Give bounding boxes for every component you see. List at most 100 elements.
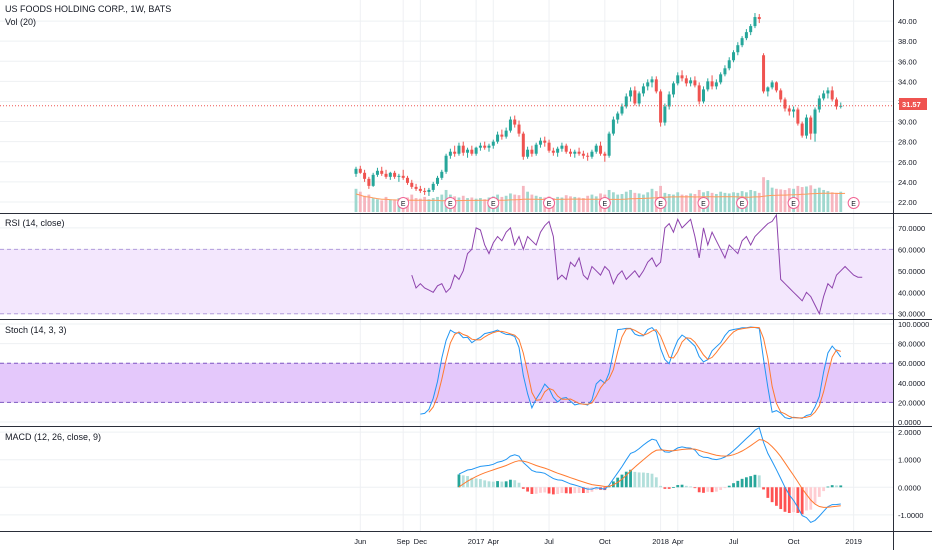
candle-body	[650, 79, 654, 83]
rsi-line	[411, 213, 863, 316]
macd-histogram-bar	[805, 487, 808, 511]
macd-histogram-bar	[702, 487, 705, 493]
candle-body	[586, 155, 590, 157]
volume-bar	[822, 189, 826, 212]
macd-histogram-bar	[569, 487, 572, 494]
candle-body	[659, 91, 663, 123]
volume-bar	[414, 198, 418, 212]
candle-body	[641, 86, 645, 94]
macd-histogram-bar	[642, 472, 645, 488]
y-tick-label: 40.00	[898, 17, 917, 26]
candle-body	[826, 90, 830, 94]
macd-histogram-bar	[667, 487, 671, 489]
volume-bar	[762, 177, 765, 212]
volume-bar	[466, 198, 469, 212]
macd-histogram-bar	[676, 485, 680, 488]
volume-bar	[509, 193, 512, 212]
macd-histogram-bar	[753, 474, 757, 488]
macd-histogram-bar	[749, 476, 753, 488]
volume-bar	[616, 194, 620, 212]
macd-histogram-bar	[762, 487, 765, 490]
candle-body	[547, 142, 551, 151]
earnings-marker	[697, 197, 710, 209]
macd-histogram-bar	[556, 487, 560, 495]
earnings-marker-label: E	[658, 201, 663, 208]
candle-body	[534, 144, 538, 154]
volume-bar	[418, 198, 422, 212]
candle-body	[427, 189, 431, 192]
candle-body	[710, 81, 714, 87]
candle-body	[375, 170, 379, 175]
volume-bar	[839, 191, 843, 212]
candle-body	[740, 38, 744, 46]
volume-bar	[393, 199, 397, 212]
candle-body	[461, 145, 465, 153]
candle-body	[393, 172, 397, 177]
volume-bar	[526, 191, 529, 212]
y-tick-label: 40.0000	[898, 288, 925, 297]
y-tick-label: 60.0000	[898, 245, 925, 254]
candle-body	[526, 149, 530, 157]
candle-body	[590, 151, 594, 157]
earnings-marker-label: E	[448, 201, 453, 208]
y-tick-label: -1.0000	[898, 511, 923, 520]
macd-histogram-bar	[547, 487, 551, 494]
volume-bar	[560, 197, 564, 212]
volume-bar	[684, 195, 688, 212]
last-price-badge: 31.57	[899, 98, 927, 110]
y-tick-label: 30.00	[898, 118, 917, 127]
macd-histogram-bar	[483, 480, 487, 488]
candle-body	[581, 153, 585, 156]
y-tick-label: 0.0000	[898, 483, 921, 492]
candle-body	[796, 109, 800, 124]
macd-histogram-bar	[491, 481, 495, 488]
candle-body	[491, 141, 495, 146]
volume-bar	[513, 194, 517, 212]
earnings-marker-label: E	[701, 201, 706, 208]
candle-body	[766, 87, 770, 92]
volume-bar	[620, 194, 624, 212]
volume-bar	[457, 197, 461, 212]
candle-body	[727, 60, 731, 69]
candle-body	[414, 186, 418, 189]
y-tick-label: 70.0000	[898, 224, 925, 233]
volume-bar	[667, 194, 671, 212]
volume-bar	[646, 192, 650, 212]
volume-bar	[835, 192, 838, 212]
candle-body	[654, 79, 658, 92]
candle-body	[633, 90, 637, 104]
candle-body	[418, 188, 422, 191]
y-tick-label: 50.0000	[898, 267, 925, 276]
candle-body	[371, 174, 375, 186]
volume-bar	[504, 195, 508, 212]
y-tick-label: 80.0000	[898, 340, 925, 349]
macd-histogram-bar	[732, 483, 735, 488]
candle-body	[367, 178, 371, 186]
volume-bar	[594, 196, 598, 212]
candle-body	[530, 149, 534, 154]
candle-body	[663, 106, 667, 123]
earnings-marker	[397, 197, 410, 209]
candle-body	[500, 134, 504, 137]
candle-body	[504, 130, 508, 137]
candle-body	[388, 172, 392, 177]
macd-histogram-bar	[796, 487, 800, 513]
earnings-marker-label: E	[491, 201, 496, 208]
y-tick-label: 40.0000	[898, 379, 925, 388]
macd-histogram-bar	[830, 485, 834, 488]
macd-histogram-bar	[530, 487, 534, 494]
volume-bar	[642, 194, 645, 212]
candle-body	[753, 17, 757, 27]
volume-bar	[581, 198, 585, 212]
volume-bar	[539, 196, 542, 212]
candle-body	[599, 145, 603, 154]
candle-body	[701, 89, 705, 102]
x-tick-label: Dec	[414, 537, 428, 546]
candle-body	[834, 99, 838, 107]
candle-body	[508, 119, 512, 131]
volume-bar	[431, 198, 435, 212]
y-tick-label: 20.0000	[898, 398, 925, 407]
volume-bar	[689, 193, 693, 212]
